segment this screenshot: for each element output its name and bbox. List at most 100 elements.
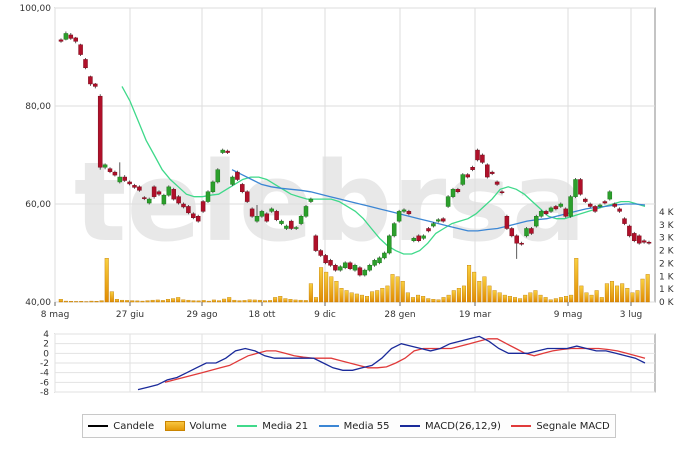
plot-frame: [54, 7, 656, 303]
macd-y-tick-label: -2: [40, 359, 49, 369]
volume-bar: [477, 281, 482, 303]
volume-bar: [436, 299, 441, 303]
candle: [63, 33, 69, 40]
candle: [396, 211, 402, 222]
volume-bar: [574, 258, 579, 303]
volume-bar: [89, 300, 94, 303]
volume-bar: [579, 285, 584, 303]
candle: [284, 225, 289, 229]
legend-label-media55: Media 55: [343, 420, 390, 432]
volume-bar: [145, 300, 150, 303]
candle: [83, 59, 88, 69]
candle: [538, 211, 544, 217]
candle: [122, 176, 127, 181]
candle: [132, 185, 137, 188]
candle: [367, 265, 372, 271]
candle: [416, 235, 421, 242]
candle: [210, 181, 216, 192]
volume-bar: [191, 300, 196, 303]
legend-label-volume: Volume: [189, 420, 227, 432]
volume-bar: [308, 283, 313, 303]
volume-bar: [171, 298, 176, 303]
candle: [264, 213, 270, 222]
volume-bar: [461, 285, 466, 303]
y-tick-label: 40,00: [25, 298, 51, 308]
macd-y-tick-label: -6: [40, 378, 49, 388]
x-tick-label: 28 gen: [384, 310, 415, 320]
volume-bar: [553, 298, 558, 303]
candle: [308, 198, 314, 202]
candle: [289, 220, 294, 229]
legend-swatch-candele: [88, 425, 109, 427]
candle: [225, 150, 230, 153]
volume-bar: [564, 296, 569, 303]
volume-bar: [625, 288, 630, 303]
candle: [318, 250, 323, 256]
volume-bar: [232, 299, 237, 303]
candle: [391, 223, 397, 237]
candle: [387, 235, 392, 254]
volume-bar: [451, 290, 456, 303]
volume-bar: [109, 291, 114, 303]
volume-bar: [181, 299, 186, 303]
volume-bar: [410, 297, 415, 303]
volume-bar: [69, 301, 74, 303]
candle: [73, 37, 78, 42]
macd-y-tick-label: 4: [43, 330, 49, 340]
volume-bar: [319, 267, 324, 303]
volume-bar: [426, 298, 431, 303]
candle: [646, 241, 652, 244]
candle: [68, 34, 74, 39]
candle: [274, 211, 279, 220]
volume-bar: [528, 292, 533, 303]
candle: [333, 265, 338, 271]
candle: [548, 207, 554, 212]
volume-tick-label: 0 K: [659, 298, 675, 308]
volume-bar: [421, 296, 426, 303]
volume-bar: [135, 300, 140, 303]
volume-tick-label: 1 K: [659, 285, 675, 295]
x-tick-label: 27 giu: [116, 310, 144, 320]
candle: [269, 208, 274, 212]
volume-bar: [94, 300, 99, 303]
legend-swatch-macd: [399, 425, 420, 427]
candle: [401, 209, 407, 212]
x-tick-label: 19 mar: [459, 310, 492, 320]
candle: [372, 260, 377, 266]
volume-bar: [237, 300, 242, 303]
legend-label-macd: MACD(26,12,9): [424, 420, 501, 432]
y-tick-label: 60,00: [25, 200, 51, 210]
volume-bar: [186, 299, 191, 303]
legend-label-signal: Segnale MACD: [536, 420, 610, 432]
candle: [529, 228, 534, 234]
volume-bar: [604, 283, 609, 303]
volume-bar: [63, 300, 68, 303]
candle: [558, 203, 564, 207]
volume-bar: [217, 300, 222, 303]
candle: [489, 171, 495, 174]
volume-bar: [176, 297, 181, 303]
volume-bar: [400, 281, 405, 303]
volume-bar: [79, 301, 84, 303]
volume-bar: [329, 276, 334, 303]
volume-tick-label: 2 K: [659, 247, 675, 257]
volume-bar: [375, 290, 380, 303]
volume-bar: [298, 299, 303, 303]
candle: [450, 189, 456, 197]
volume-bar: [538, 294, 543, 303]
legend-item-volume: Volume: [164, 420, 227, 432]
candle: [107, 168, 113, 172]
candle: [249, 208, 255, 217]
candle: [627, 225, 632, 237]
volume-bar: [58, 299, 63, 303]
volume-bar: [114, 299, 119, 303]
candle: [499, 191, 505, 193]
volume-bar: [635, 290, 640, 303]
legend-item-media21: Media 21: [237, 421, 308, 432]
volume-bar: [288, 299, 293, 303]
volume-bar: [630, 292, 635, 303]
legend-label-media21: Media 21: [262, 420, 309, 432]
candle: [323, 255, 328, 264]
volume-tick-label: 2 K: [659, 259, 675, 269]
candle: [191, 213, 196, 218]
